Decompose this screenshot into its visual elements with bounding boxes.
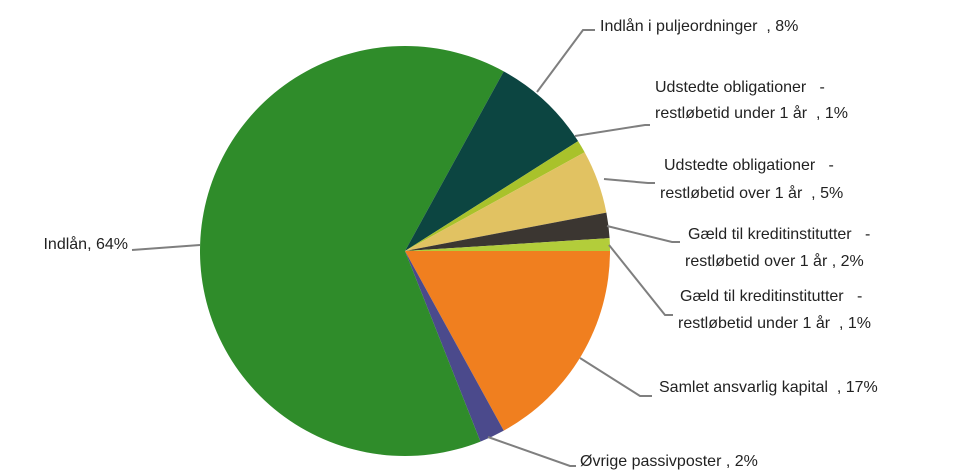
category-label: Udstedte obligationer -: [664, 157, 834, 174]
pie-slice: [405, 251, 504, 442]
pie-slice: [405, 212, 610, 251]
category-label: restløbetid under 1 år: [655, 104, 808, 122]
value-label: , 17%: [828, 379, 878, 396]
category-label: restløbetid over 1 år: [685, 252, 828, 270]
value-label: , 5%: [802, 185, 843, 202]
data-label: Øvrige passivposter , 2%: [580, 453, 758, 470]
category-label: Udstedte obligationer -: [655, 79, 825, 96]
leader-line: [536, 29, 595, 93]
data-label: restløbetid over 1 år , 2%: [685, 252, 864, 270]
leader-line: [574, 124, 650, 137]
value-label: , 64%: [87, 236, 128, 253]
value-label: , 1%: [830, 315, 871, 332]
value-label: , 1%: [807, 105, 848, 122]
pie-slice: [405, 141, 585, 251]
leader-line: [487, 436, 576, 467]
category-label: Øvrige passivposter: [580, 453, 722, 470]
category-label: Samlet ansvarlig kapital: [659, 379, 828, 396]
category-label: Gæld til kreditinstitutter -: [688, 226, 870, 243]
pie-slice: [405, 152, 607, 251]
data-label: restløbetid under 1 år , 1%: [678, 314, 871, 332]
value-label: , 2%: [721, 453, 757, 470]
pie-slice: [405, 251, 610, 431]
value-label: , 2%: [827, 253, 863, 270]
data-label: Gæld til kreditinstitutter -: [688, 226, 870, 243]
data-label: Gæld til kreditinstitutter -: [680, 288, 862, 305]
leader-line: [603, 178, 655, 184]
data-label: restløbetid over 1 år , 5%: [660, 184, 843, 202]
leader-line: [579, 357, 652, 397]
data-label: Samlet ansvarlig kapital , 17%: [659, 379, 878, 396]
category-label: Indlån i puljeordninger: [600, 17, 758, 35]
leader-line: [131, 244, 201, 251]
pie-slice: [199, 46, 504, 457]
pie-slice: [405, 71, 579, 251]
category-label: restløbetid under 1 år: [678, 314, 831, 332]
leader-line: [608, 244, 673, 316]
data-label: Udstedte obligationer -: [664, 157, 834, 174]
category-label: Gæld til kreditinstitutter -: [680, 288, 862, 305]
category-label: Indlån: [43, 235, 87, 253]
data-label: Indlån, 64%: [43, 235, 128, 253]
data-label: Indlån i puljeordninger , 8%: [600, 17, 798, 35]
value-label: , 8%: [757, 18, 798, 35]
leader-line: [606, 225, 680, 243]
data-label: restløbetid under 1 år , 1%: [655, 104, 848, 122]
category-label: restløbetid over 1 år: [660, 184, 803, 202]
pie-slice: [405, 238, 610, 251]
data-label: Udstedte obligationer -: [655, 79, 825, 96]
